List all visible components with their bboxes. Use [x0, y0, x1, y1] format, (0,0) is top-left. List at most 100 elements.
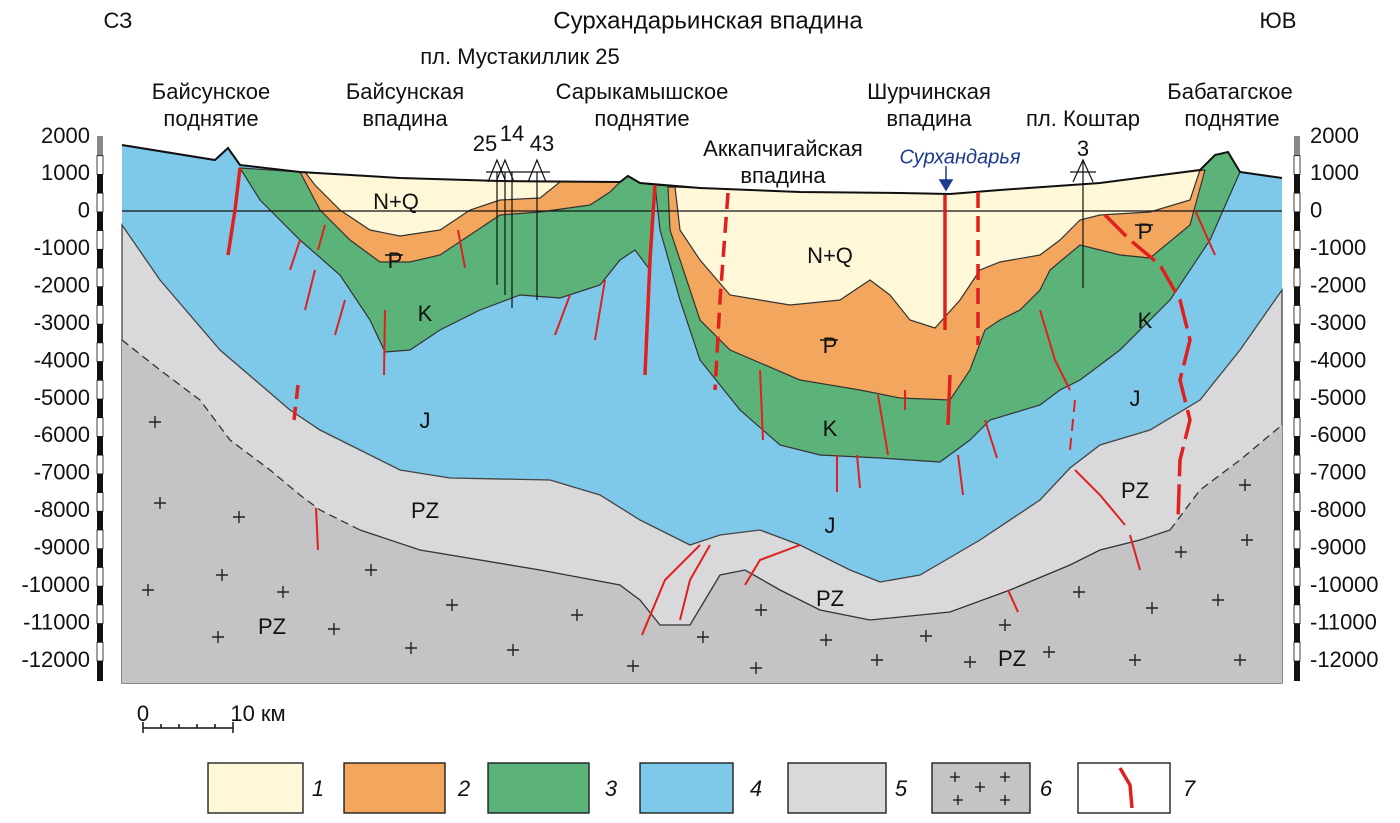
- depth-label: -4000: [34, 347, 90, 372]
- ruler-segment: [1293, 305, 1301, 325]
- cross: [142, 584, 154, 596]
- ruler-segment: [1294, 174, 1300, 194]
- legend-label: 2: [457, 776, 470, 801]
- layer-labels: N+Q P K N+Q P K K P J J J PZ PZ PZ PZ PZ: [258, 189, 1153, 671]
- cross: [697, 631, 709, 643]
- depth-label: 2000: [1310, 123, 1359, 148]
- ruler-segment: [1293, 529, 1301, 550]
- ruler-segment: [1294, 399, 1300, 418]
- ruler-segment: [97, 399, 103, 418]
- ruler-segment: [96, 305, 104, 325]
- ruler-segment: [1293, 230, 1301, 250]
- depth-label: -9000: [1310, 535, 1366, 560]
- well-number: 14: [500, 121, 524, 146]
- layer-label: N+Q: [807, 243, 853, 268]
- crosses: [142, 416, 1253, 674]
- ruler-segment: [1293, 342, 1301, 362]
- layer-label: PZ: [816, 586, 844, 611]
- layer-label: P: [1138, 219, 1153, 244]
- ruler-segment: [96, 230, 104, 250]
- ruler-segment: [97, 623, 103, 643]
- layer-label: PZ: [998, 646, 1026, 671]
- cross: [507, 644, 519, 656]
- cross: [750, 662, 762, 674]
- depth-label: -2000: [1310, 273, 1366, 298]
- ruler-segment: [97, 473, 103, 493]
- ruler-segment: [96, 492, 104, 512]
- structure: Сарыкамышское: [556, 79, 729, 104]
- ruler-segment: [97, 174, 103, 194]
- depth-label: 1000: [1310, 160, 1359, 185]
- ruler-segment: [96, 417, 104, 437]
- ruler-segment: [1293, 267, 1301, 288]
- cross: [920, 630, 932, 642]
- ruler-segment: [96, 192, 104, 213]
- surface: [121, 144, 1283, 196]
- cross: [871, 654, 883, 666]
- cross: [1212, 594, 1224, 606]
- well-number: 3: [1077, 136, 1089, 161]
- ruler-segment: [96, 267, 104, 288]
- structure: поднятие: [163, 106, 258, 131]
- depth-label: 2000: [41, 123, 90, 148]
- ruler-segment: [97, 137, 103, 156]
- ruler-segment: [1293, 417, 1301, 437]
- cross: [149, 416, 161, 428]
- ruler-segment: [1294, 548, 1300, 568]
- direction-se: ЮВ: [1260, 8, 1297, 33]
- depth-label: -11000: [23, 609, 90, 634]
- ruler-segment: [96, 155, 104, 175]
- layer-label: PZ: [258, 614, 286, 639]
- ruler-segment: [97, 286, 103, 306]
- ruler-segment: [1294, 211, 1300, 231]
- cross: [627, 660, 639, 672]
- ruler-segment: [1294, 586, 1300, 605]
- cross: [1241, 534, 1253, 546]
- cross: [1146, 602, 1158, 614]
- legend-label: 5: [895, 776, 908, 801]
- structure: впадина: [362, 106, 448, 131]
- depth-label: -8000: [34, 497, 90, 522]
- cross: [212, 631, 224, 643]
- scale-bar: 0 10 км: [137, 701, 286, 733]
- ruler-segment: [1294, 661, 1300, 681]
- ruler-segment: [1294, 473, 1300, 493]
- layer-label: P: [823, 333, 838, 358]
- depth-label: -5000: [1310, 385, 1366, 410]
- legend-label: 3: [605, 776, 618, 801]
- ruler-segment: [1294, 623, 1300, 643]
- depth-label: -12000: [21, 647, 90, 672]
- ruler-segment: [1293, 155, 1301, 175]
- layer-label: J: [420, 408, 431, 433]
- cross: [1234, 654, 1246, 666]
- ruler-segment: [1294, 511, 1300, 530]
- ruler-segment: [96, 342, 104, 362]
- ruler-segment: [1293, 641, 1301, 662]
- depth-label: -8000: [1310, 497, 1366, 522]
- ruler-segment: [97, 661, 103, 681]
- basement-boundary: [121, 339, 361, 531]
- depth-rulers: 2000 2000 1000 1000 0 0 -1000 -1000 -2000 -2000 -3…: [21, 123, 1379, 681]
- layer-label: N+Q: [373, 189, 419, 214]
- legend-label: 7: [1183, 776, 1196, 801]
- cross: [571, 609, 583, 621]
- depth-label: -3000: [1310, 310, 1366, 335]
- cross: [1239, 479, 1251, 491]
- river-label: Сурхандарья: [899, 146, 1020, 168]
- cross: [277, 586, 289, 598]
- ruler-segment: [1294, 137, 1300, 156]
- well-number: 43: [530, 131, 554, 156]
- scale-zero: 0: [137, 701, 149, 726]
- depth-label: -6000: [1310, 422, 1366, 447]
- layer-label: PZ: [411, 498, 439, 523]
- depth-label: 0: [1310, 198, 1322, 223]
- cross: [1175, 546, 1187, 558]
- layer-label: P: [388, 248, 403, 273]
- legend-label: 4: [750, 776, 762, 801]
- cross: [1073, 586, 1085, 598]
- ruler-segment: [1293, 492, 1301, 512]
- depth-label: -10000: [1310, 572, 1379, 597]
- structure: Шурчинская: [867, 79, 991, 104]
- cross: [999, 619, 1011, 631]
- ruler-segment: [1294, 361, 1300, 381]
